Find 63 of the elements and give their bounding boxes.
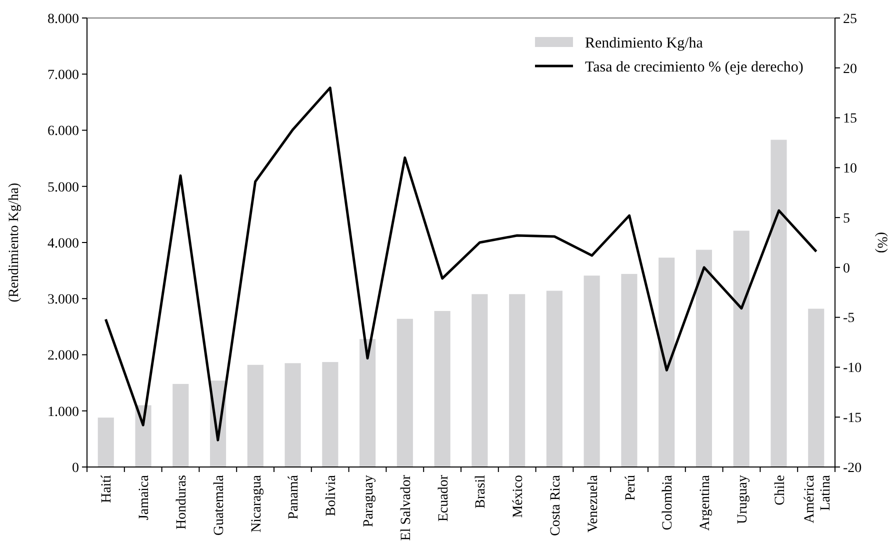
y2-tick-label: 20: [843, 62, 857, 77]
y-tick-label: 8.000: [48, 12, 79, 27]
y2-tick-label: -20: [843, 460, 862, 476]
y2-tick-label: 0: [843, 261, 850, 276]
x-tick-label: México: [511, 475, 526, 518]
y2-tick-label: 15: [843, 112, 857, 127]
y-tick-label: 5.000: [48, 180, 79, 196]
y-tick-label: 6.000: [48, 124, 79, 140]
x-tick-label: Argentina: [698, 474, 714, 531]
bar: [322, 362, 338, 467]
y-tick-label: 2.000: [48, 348, 79, 364]
y2-tick-label: 5: [843, 211, 850, 226]
bar: [135, 405, 152, 467]
x-tick-label: Nicaragua: [249, 474, 264, 533]
y-tick-label: 1.000: [48, 404, 79, 420]
bar: [284, 363, 301, 467]
bar: [733, 230, 750, 467]
y2-tick-label: -10: [843, 361, 862, 376]
bar: [472, 294, 488, 467]
bar: [396, 318, 413, 467]
y2-tick-label: 10: [843, 162, 857, 177]
bar: [509, 294, 526, 467]
bar: [98, 418, 114, 467]
y-tick-label: 3.000: [48, 292, 79, 308]
bar: [808, 308, 824, 467]
x-tick-label: Colombia: [660, 474, 676, 530]
y-tick-label: 0: [72, 460, 79, 476]
bar: [658, 258, 675, 467]
y2-tick-label: -15: [843, 411, 862, 426]
legend-label: Tasa de crecimiento % (eje derecho): [585, 59, 804, 76]
x-tick-label: Paraguay: [362, 475, 376, 528]
x-tick-label: El Salvador: [398, 474, 414, 541]
x-tick-label: Uruguay: [736, 475, 750, 524]
x-tick-label: Perú: [623, 475, 638, 501]
bar: [247, 364, 264, 467]
x-tick-label: Guatemala: [212, 474, 227, 536]
legend-label: Rendimiento Kg/ha: [585, 35, 704, 52]
bar: [546, 290, 562, 467]
y-tick-label: 7.000: [48, 68, 79, 84]
x-tick-label: Brasil: [474, 474, 489, 508]
y-tick-label: 4.000: [48, 236, 79, 252]
bar: [584, 276, 600, 467]
bar: [770, 140, 787, 467]
x-tick-label: Haití: [100, 474, 115, 503]
x-tick-label: Costa Rica: [548, 474, 564, 536]
x-tick-label: Chile: [772, 475, 788, 506]
line-series: [104, 86, 818, 442]
bar: [621, 274, 638, 467]
y2-tick-label: -5: [843, 311, 855, 326]
x-tick-label: Ecuador: [436, 474, 452, 522]
bar: [696, 250, 712, 467]
x-tick-label: Venezuela: [586, 474, 601, 533]
y-axis-title: (Rendimiento Kg/ha): [7, 182, 22, 302]
bar: [434, 310, 450, 467]
y2-axis-title: (%): [874, 232, 889, 254]
y2-tick-label: 25: [843, 12, 857, 27]
x-tick-label: América Latina: [802, 474, 834, 524]
x-tick-label: Jamaica: [137, 474, 152, 520]
bar: [360, 339, 376, 467]
x-tick-label: Bolivia: [324, 474, 340, 516]
x-tick-label: Panamá: [286, 474, 302, 520]
bar: [172, 384, 189, 467]
x-tick-label: Honduras: [174, 475, 190, 530]
